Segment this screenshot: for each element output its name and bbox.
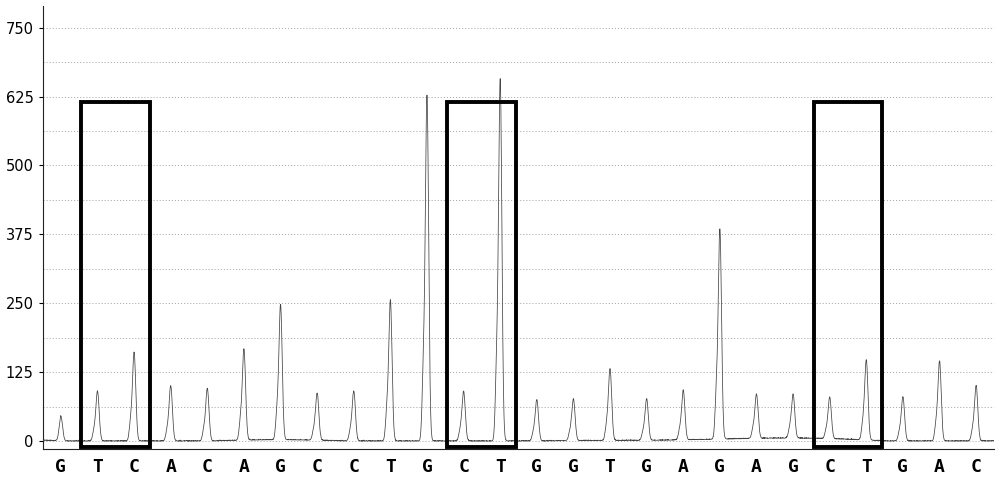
Bar bbox=[814, 102, 882, 447]
Bar bbox=[447, 102, 516, 447]
Bar bbox=[81, 102, 150, 447]
